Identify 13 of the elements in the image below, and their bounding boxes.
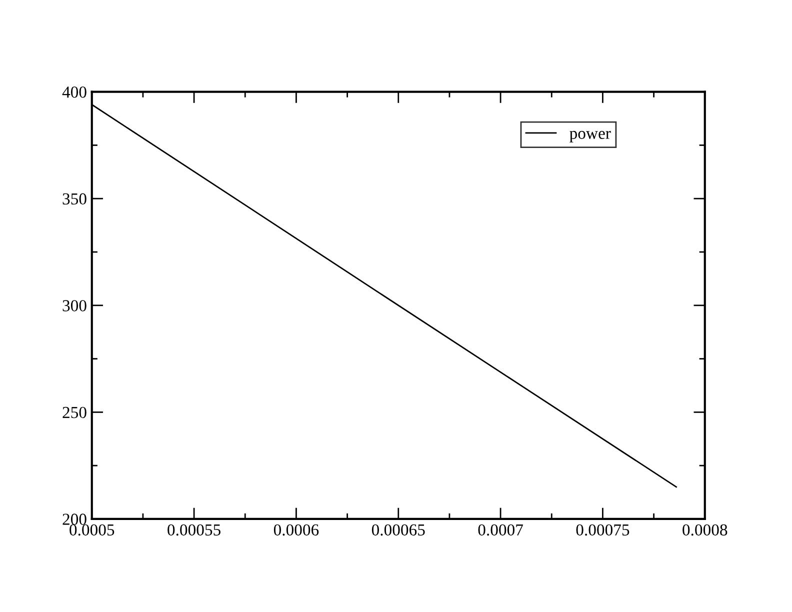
y-tick-label: 400 (62, 86, 86, 98)
y-tick-label: 350 (62, 193, 86, 205)
y-tick-label: 200 (62, 514, 86, 525)
x-tick-label: 0.0006 (274, 524, 319, 536)
x-tick-label: 0.00065 (372, 524, 425, 536)
y-tick-label: 250 (62, 406, 86, 418)
x-tick-label: 0.00055 (168, 524, 220, 536)
x-tick-label: 0.0007 (478, 524, 523, 536)
legend-label: power (570, 130, 611, 142)
y-tick-label: 300 (62, 300, 86, 312)
x-tick-label: 0.00075 (576, 524, 630, 536)
x-tick-label: 0.0005 (70, 524, 114, 536)
x-tick-label: 0.0008 (682, 524, 728, 536)
